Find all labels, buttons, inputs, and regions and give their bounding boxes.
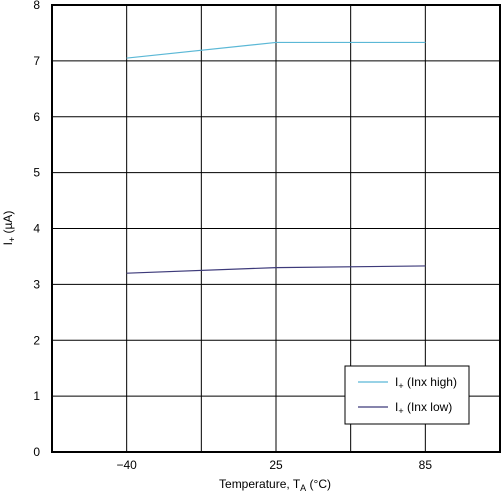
y-tick-labels: 0 1 2 3 4 5 6 7 8: [33, 0, 40, 459]
y-axis-title-unit: (µA): [1, 211, 15, 237]
y-tick-label: 2: [33, 333, 40, 347]
y-tick-label: 8: [33, 0, 40, 12]
x-tick-label: 25: [269, 458, 283, 472]
x-tick-labels: −40 25 85: [116, 458, 432, 472]
legend: I+ (Inx high) I+ (Inx low): [345, 366, 469, 424]
y-tick-label: 5: [33, 166, 40, 180]
y-tick-label: 7: [33, 54, 40, 68]
y-tick-label: 0: [33, 445, 40, 459]
legend-label-inx-high: I+ (Inx high): [395, 375, 457, 391]
x-tick-label: 85: [419, 458, 433, 472]
x-tick-label: −40: [116, 458, 137, 472]
x-axis-title-main: Temperature, T: [219, 477, 301, 491]
x-axis-title-unit: (°C): [306, 477, 331, 491]
y-tick-label: 1: [33, 389, 40, 403]
y-tick-label: 4: [33, 222, 40, 236]
y-axis-title: I+ (µA): [1, 211, 17, 246]
x-axis-title: Temperature, TA (°C): [219, 477, 331, 493]
legend-label-inx-low: I+ (Inx low): [395, 400, 452, 416]
y-tick-label: 3: [33, 277, 40, 291]
y-tick-label: 6: [33, 110, 40, 124]
